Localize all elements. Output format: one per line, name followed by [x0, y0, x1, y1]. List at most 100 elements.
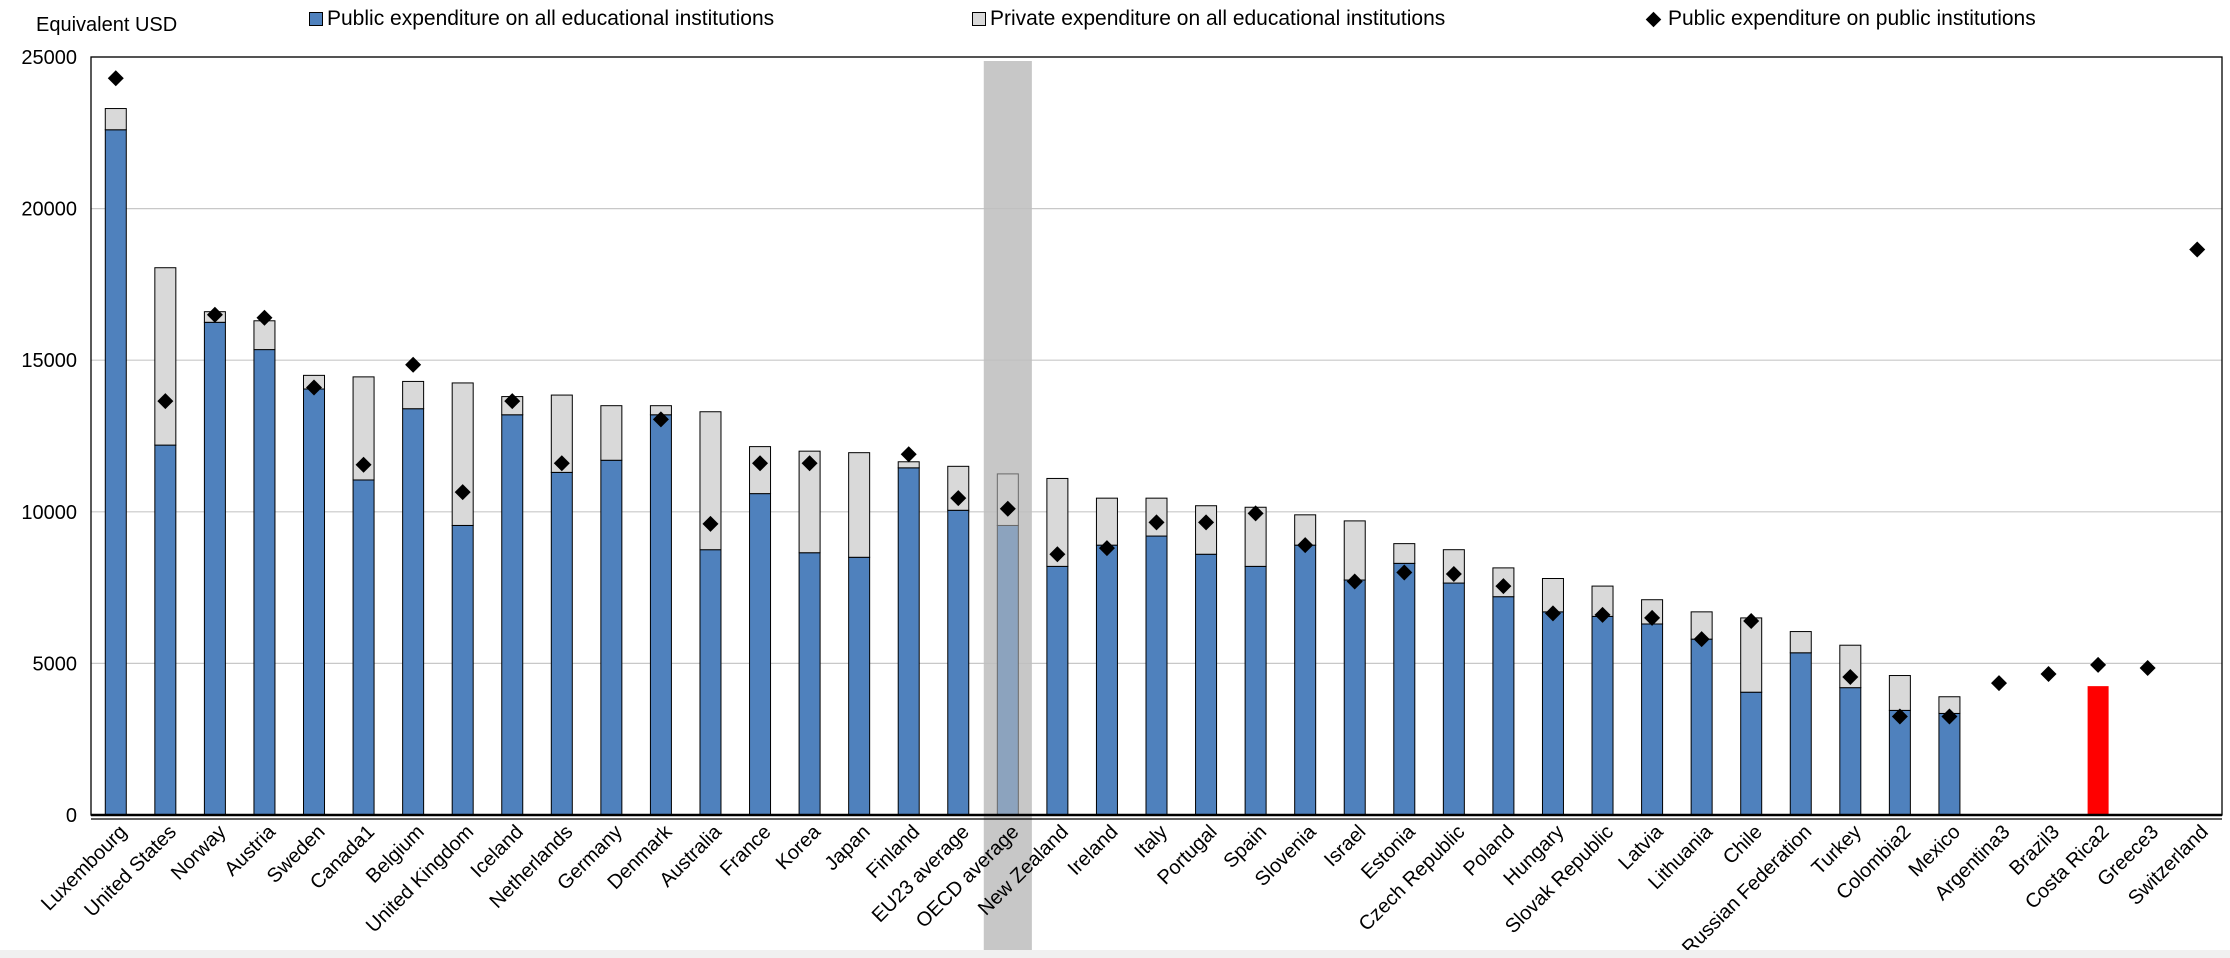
marker-public-institutions [1148, 514, 1165, 531]
marker-public-institutions [454, 484, 471, 501]
bar-private [451, 382, 474, 526]
legend-item-public-public: Public expenditure on public institution… [1644, 4, 2036, 34]
marker-public-institutions [2139, 659, 2156, 676]
marker-public-institutions [504, 393, 521, 410]
y-tick-label: 10000 [21, 502, 77, 524]
marker-public-institutions [752, 455, 769, 472]
bar-public [352, 479, 375, 816]
bar-public [1046, 565, 1069, 816]
bar-public [550, 471, 573, 816]
marker-public-institutions [1990, 675, 2007, 692]
bar-private [848, 452, 871, 558]
marker-public-institutions [355, 456, 372, 473]
bar-public [1690, 638, 1713, 816]
marker-public-institutions [1594, 606, 1611, 623]
bar-public [1789, 652, 1812, 816]
bar-public [1442, 582, 1465, 816]
bar-public [501, 414, 524, 816]
marker-public-institutions [1891, 708, 1908, 725]
marker-public-institutions [1693, 631, 1710, 648]
marker-public-institutions [1495, 578, 1512, 595]
marker-public-institutions [206, 306, 223, 323]
marker-public-institutions [2040, 666, 2057, 683]
bottom-scroll-strip [0, 950, 2230, 958]
x-tick-label: Korea [772, 820, 826, 874]
bar-public [600, 459, 623, 816]
marker-public-institutions [702, 515, 719, 532]
bar-private [1888, 675, 1911, 711]
bar-public [1244, 565, 1267, 816]
marker-public-institutions [1544, 605, 1561, 622]
y-axis-label: Equivalent USD [36, 14, 178, 36]
bar-public [848, 556, 871, 816]
bar-private [699, 411, 722, 551]
bar-private [1095, 497, 1118, 546]
marker-public-institutions [1049, 546, 1066, 563]
legend-item-public-all: Public expenditure on all educational in… [309, 4, 774, 34]
bar-public [1393, 562, 1416, 816]
bar-public [1641, 623, 1664, 816]
bar-public [451, 524, 474, 816]
marker-public-institutions [1346, 573, 1363, 590]
marker-public-institutions [1247, 505, 1264, 522]
marker-public-institutions [1396, 564, 1413, 581]
marker-public-institutions [107, 70, 124, 87]
marker-public-institutions [652, 411, 669, 428]
marker-public-institutions [1644, 609, 1661, 626]
bar-public [1888, 709, 1911, 816]
y-tick-label: 20000 [21, 199, 77, 221]
y-tick-label: 5000 [33, 653, 78, 675]
marker-public-institutions [1297, 537, 1314, 554]
bar-public [749, 493, 772, 816]
bar-public [1095, 544, 1118, 816]
marker-public-institutions [801, 455, 818, 472]
bar-private [1393, 543, 1416, 564]
marker-public-institutions [553, 455, 570, 472]
marker-public-institutions [405, 356, 422, 373]
bar-public [402, 408, 425, 816]
bar-public [1591, 615, 1614, 816]
bar-private [1343, 520, 1366, 581]
bar-public [104, 129, 127, 816]
bar-public [699, 549, 722, 816]
marker-public-institutions [157, 393, 174, 410]
bar-public [253, 349, 276, 816]
x-tick-label: Norway [167, 821, 230, 884]
bar-private [352, 376, 375, 481]
marker-public-institutions [1198, 514, 1215, 531]
bar-public [1294, 544, 1317, 816]
bar-public [649, 414, 672, 816]
marker-public-institutions [1941, 708, 1958, 725]
bar-private [550, 394, 573, 473]
bar-public [1938, 712, 1961, 816]
bar-public [203, 321, 226, 816]
legend-label-public-public: Public expenditure on public institution… [1668, 7, 2036, 30]
marker-public-institutions [950, 490, 967, 507]
legend-swatch-private-all [972, 12, 986, 26]
marker-public-institutions [2090, 656, 2107, 673]
bar-public [798, 552, 821, 816]
legend-item-private-all: Private expenditure on all educational i… [972, 4, 1445, 34]
bar-public [303, 388, 326, 816]
marker-public-institutions [1098, 540, 1115, 557]
y-tick-label: 25000 [21, 47, 77, 69]
marker-public-institutions [306, 379, 323, 396]
marker-public-institutions [1445, 565, 1462, 582]
bar-private [600, 405, 623, 461]
bar-public [2087, 686, 2109, 815]
marker-public-institutions [1842, 669, 1859, 686]
bar-public [1492, 596, 1515, 816]
bar-public [1541, 611, 1564, 816]
bar-private [104, 108, 127, 131]
marker-public-institutions [2189, 241, 2206, 258]
x-tick-label: France [716, 821, 776, 881]
marker-public-institutions [256, 309, 273, 326]
bar-private [798, 450, 821, 554]
marker-public-institutions [900, 446, 917, 463]
bar-public [897, 467, 920, 816]
bar-private [154, 267, 177, 446]
bar-public [1740, 691, 1763, 816]
bar-private [1789, 631, 1812, 654]
marker-public-institutions [1743, 612, 1760, 629]
